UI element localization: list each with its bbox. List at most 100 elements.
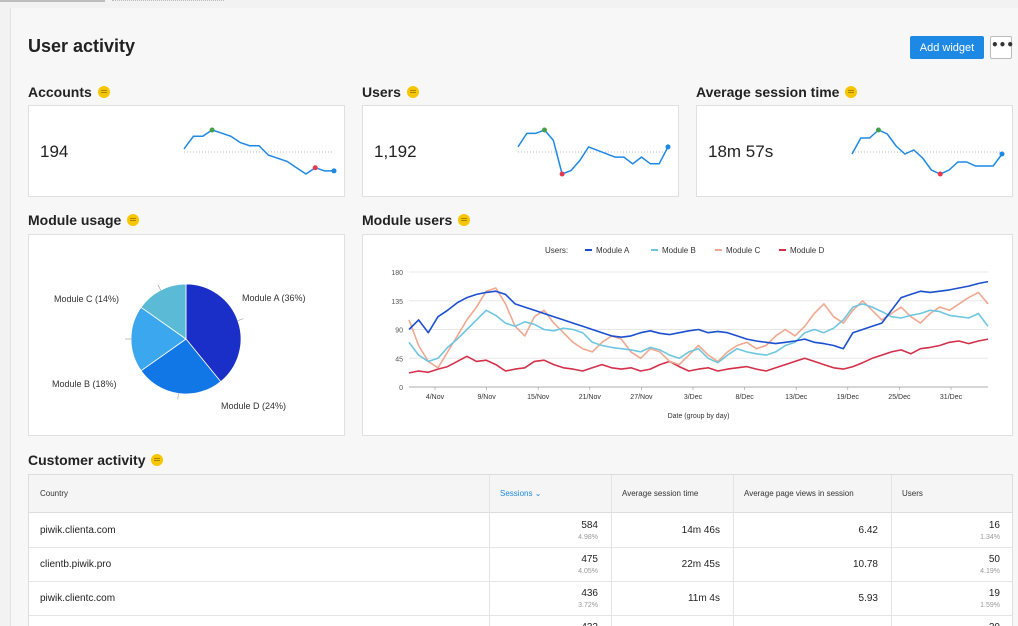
sparkline-line — [183, 129, 334, 175]
kpi-value: 18m 57s — [708, 142, 774, 161]
column-header-avg-session-time[interactable]: Average session time — [622, 489, 699, 498]
users-cell: 16 — [988, 520, 1000, 531]
series-line-module-b[interactable] — [408, 303, 989, 364]
x-tick-label: 15/Nov — [527, 394, 550, 401]
users-cell: 50 — [988, 554, 1000, 565]
x-tick-label: 27/Nov — [630, 394, 653, 401]
kpi-card-users: 1,192 — [362, 105, 679, 197]
users-share: 1.59% — [980, 602, 1000, 609]
pie-slice-label: Module C (14%) — [54, 294, 119, 304]
customer-activity-table: Country Sessions ⌄ Average session time … — [28, 474, 1013, 626]
sessions-cell: 432 — [581, 622, 598, 626]
sparkline-min-point — [312, 165, 318, 171]
column-divider — [891, 475, 892, 626]
legend-item[interactable]: Module D — [790, 246, 824, 255]
kpi-value: 1,192 — [374, 142, 417, 161]
sparkline-min-point — [559, 171, 565, 177]
top-strip — [0, 0, 1018, 8]
top-strip-dots — [112, 0, 224, 1]
module-usage-title: Module usage — [28, 212, 140, 228]
module-usage-pie-chart: Module A (36%) Module D (24%) Module B (18… — [52, 283, 306, 411]
dashboard-panel: User activity Add widget ••• Accounts 19… — [10, 8, 1018, 626]
y-tick-label: 0 — [399, 385, 403, 392]
series-line-module-c[interactable] — [408, 287, 989, 369]
column-divider — [733, 475, 734, 626]
column-header-country[interactable]: Country — [40, 489, 69, 498]
module-usage-title-label: Module usage — [28, 212, 122, 228]
kpi-title-session-time: Average session time — [696, 84, 858, 100]
x-tick-label: 19/Dec — [837, 394, 860, 401]
info-icon[interactable] — [151, 454, 164, 466]
kpi-card-session-time: 18m 57s — [696, 105, 1013, 197]
pie-slice-label: Module D (24%) — [221, 401, 286, 411]
y-tick-label: 90 — [395, 328, 403, 335]
legend-item[interactable]: Module C — [726, 246, 760, 255]
info-icon[interactable] — [406, 86, 419, 98]
sparkline-max-point — [875, 127, 881, 133]
pie-slice-module-b[interactable] — [130, 306, 187, 372]
x-tick-label: 3/Dec — [684, 394, 703, 401]
module-usage-card: Module A (36%) Module D (24%) Module B (18… — [28, 234, 345, 436]
info-icon[interactable] — [97, 86, 110, 98]
table-header: Country Sessions ⌄ Average session time … — [29, 475, 1012, 513]
avg-session-time-cell: 22m 45s — [681, 559, 720, 570]
pie-slice-module-d[interactable] — [140, 338, 222, 395]
users-cell: 19 — [988, 588, 1000, 599]
x-tick-label: 13/Dec — [785, 394, 808, 401]
sparkline — [517, 127, 671, 177]
kpi-title-label: Users — [362, 84, 401, 100]
sparkline-last-point — [331, 168, 337, 174]
table-row[interactable]: clientb.piwik.pro 475 4.05% 22m 45s 10.78 50 4… — [29, 548, 1012, 582]
column-divider — [611, 475, 612, 626]
legend-item[interactable]: Module B — [662, 246, 696, 255]
customer-activity-title: Customer activity — [28, 452, 164, 468]
add-widget-button[interactable]: Add widget — [910, 36, 984, 59]
pie-slice-label: Module B (18%) — [52, 379, 117, 389]
x-tick-label: 31/Dec — [940, 394, 963, 401]
x-tick-label: 25/Dec — [888, 394, 911, 401]
sessions-cell: 475 — [581, 554, 598, 565]
legend-title: Users: — [545, 246, 568, 255]
legend-item[interactable]: Module A — [596, 246, 630, 255]
more-options-button[interactable]: ••• — [990, 36, 1014, 59]
pie-slice-label: Module A (36%) — [242, 293, 306, 303]
info-icon[interactable] — [458, 214, 471, 226]
country-cell[interactable]: piwik.clienta.com — [40, 525, 116, 536]
module-users-title: Module users — [362, 212, 471, 228]
sessions-cell: 436 — [581, 588, 598, 599]
kpi-card-accounts: 194 — [28, 105, 345, 197]
avg-session-time-cell: 11m 4s — [687, 593, 720, 604]
y-tick-label: 135 — [391, 299, 403, 306]
x-tick-label: 4/Nov — [426, 394, 445, 401]
module-users-card: 0 45 90 135 180 4/Nov 9/Nov 15/Nov 21/Nov 27/Nov 3… — [362, 234, 1013, 436]
sessions-share: 3.72% — [578, 602, 598, 609]
column-divider — [489, 475, 490, 626]
x-axis-label: Date (group by day) — [668, 413, 730, 420]
sessions-cell: 584 — [581, 520, 598, 531]
table-row[interactable]: piwik.clientc.com 436 3.72% 11m 4s 5.93 19 1.5… — [29, 582, 1012, 616]
sparkline-last-point — [999, 151, 1005, 157]
country-cell[interactable]: clientb.piwik.pro — [40, 559, 112, 570]
table-row[interactable]: 432 20 — [29, 616, 1012, 626]
table-row[interactable]: piwik.clienta.com 584 4.98% 14m 46s 6.42 16 1.… — [29, 514, 1012, 548]
info-icon[interactable] — [127, 214, 140, 226]
kpi-title-label: Average session time — [696, 84, 840, 100]
series-line-module-a[interactable] — [408, 280, 989, 350]
page-views-cell: 6.42 — [858, 525, 878, 536]
column-header-users[interactable]: Users — [902, 489, 923, 498]
column-header-sessions[interactable]: Sessions ⌄ — [500, 475, 541, 513]
y-tick-label: 180 — [391, 270, 403, 277]
pie-label-leader — [237, 318, 244, 321]
pie-slice-module-c[interactable] — [140, 283, 187, 340]
sessions-share: 4.98% — [578, 534, 598, 541]
sparkline-last-point — [665, 144, 671, 150]
sessions-share: 4.05% — [578, 568, 598, 575]
info-icon[interactable] — [845, 86, 858, 98]
pie-label-leader — [177, 393, 179, 400]
module-users-title-label: Module users — [362, 212, 453, 228]
series-line-module-d[interactable] — [408, 338, 989, 374]
country-cell[interactable]: piwik.clientc.com — [40, 593, 116, 604]
kpi-title-accounts: Accounts — [28, 84, 110, 100]
x-tick-label: 21/Nov — [579, 394, 602, 401]
column-header-avg-page-views[interactable]: Average page views in session — [744, 489, 854, 498]
